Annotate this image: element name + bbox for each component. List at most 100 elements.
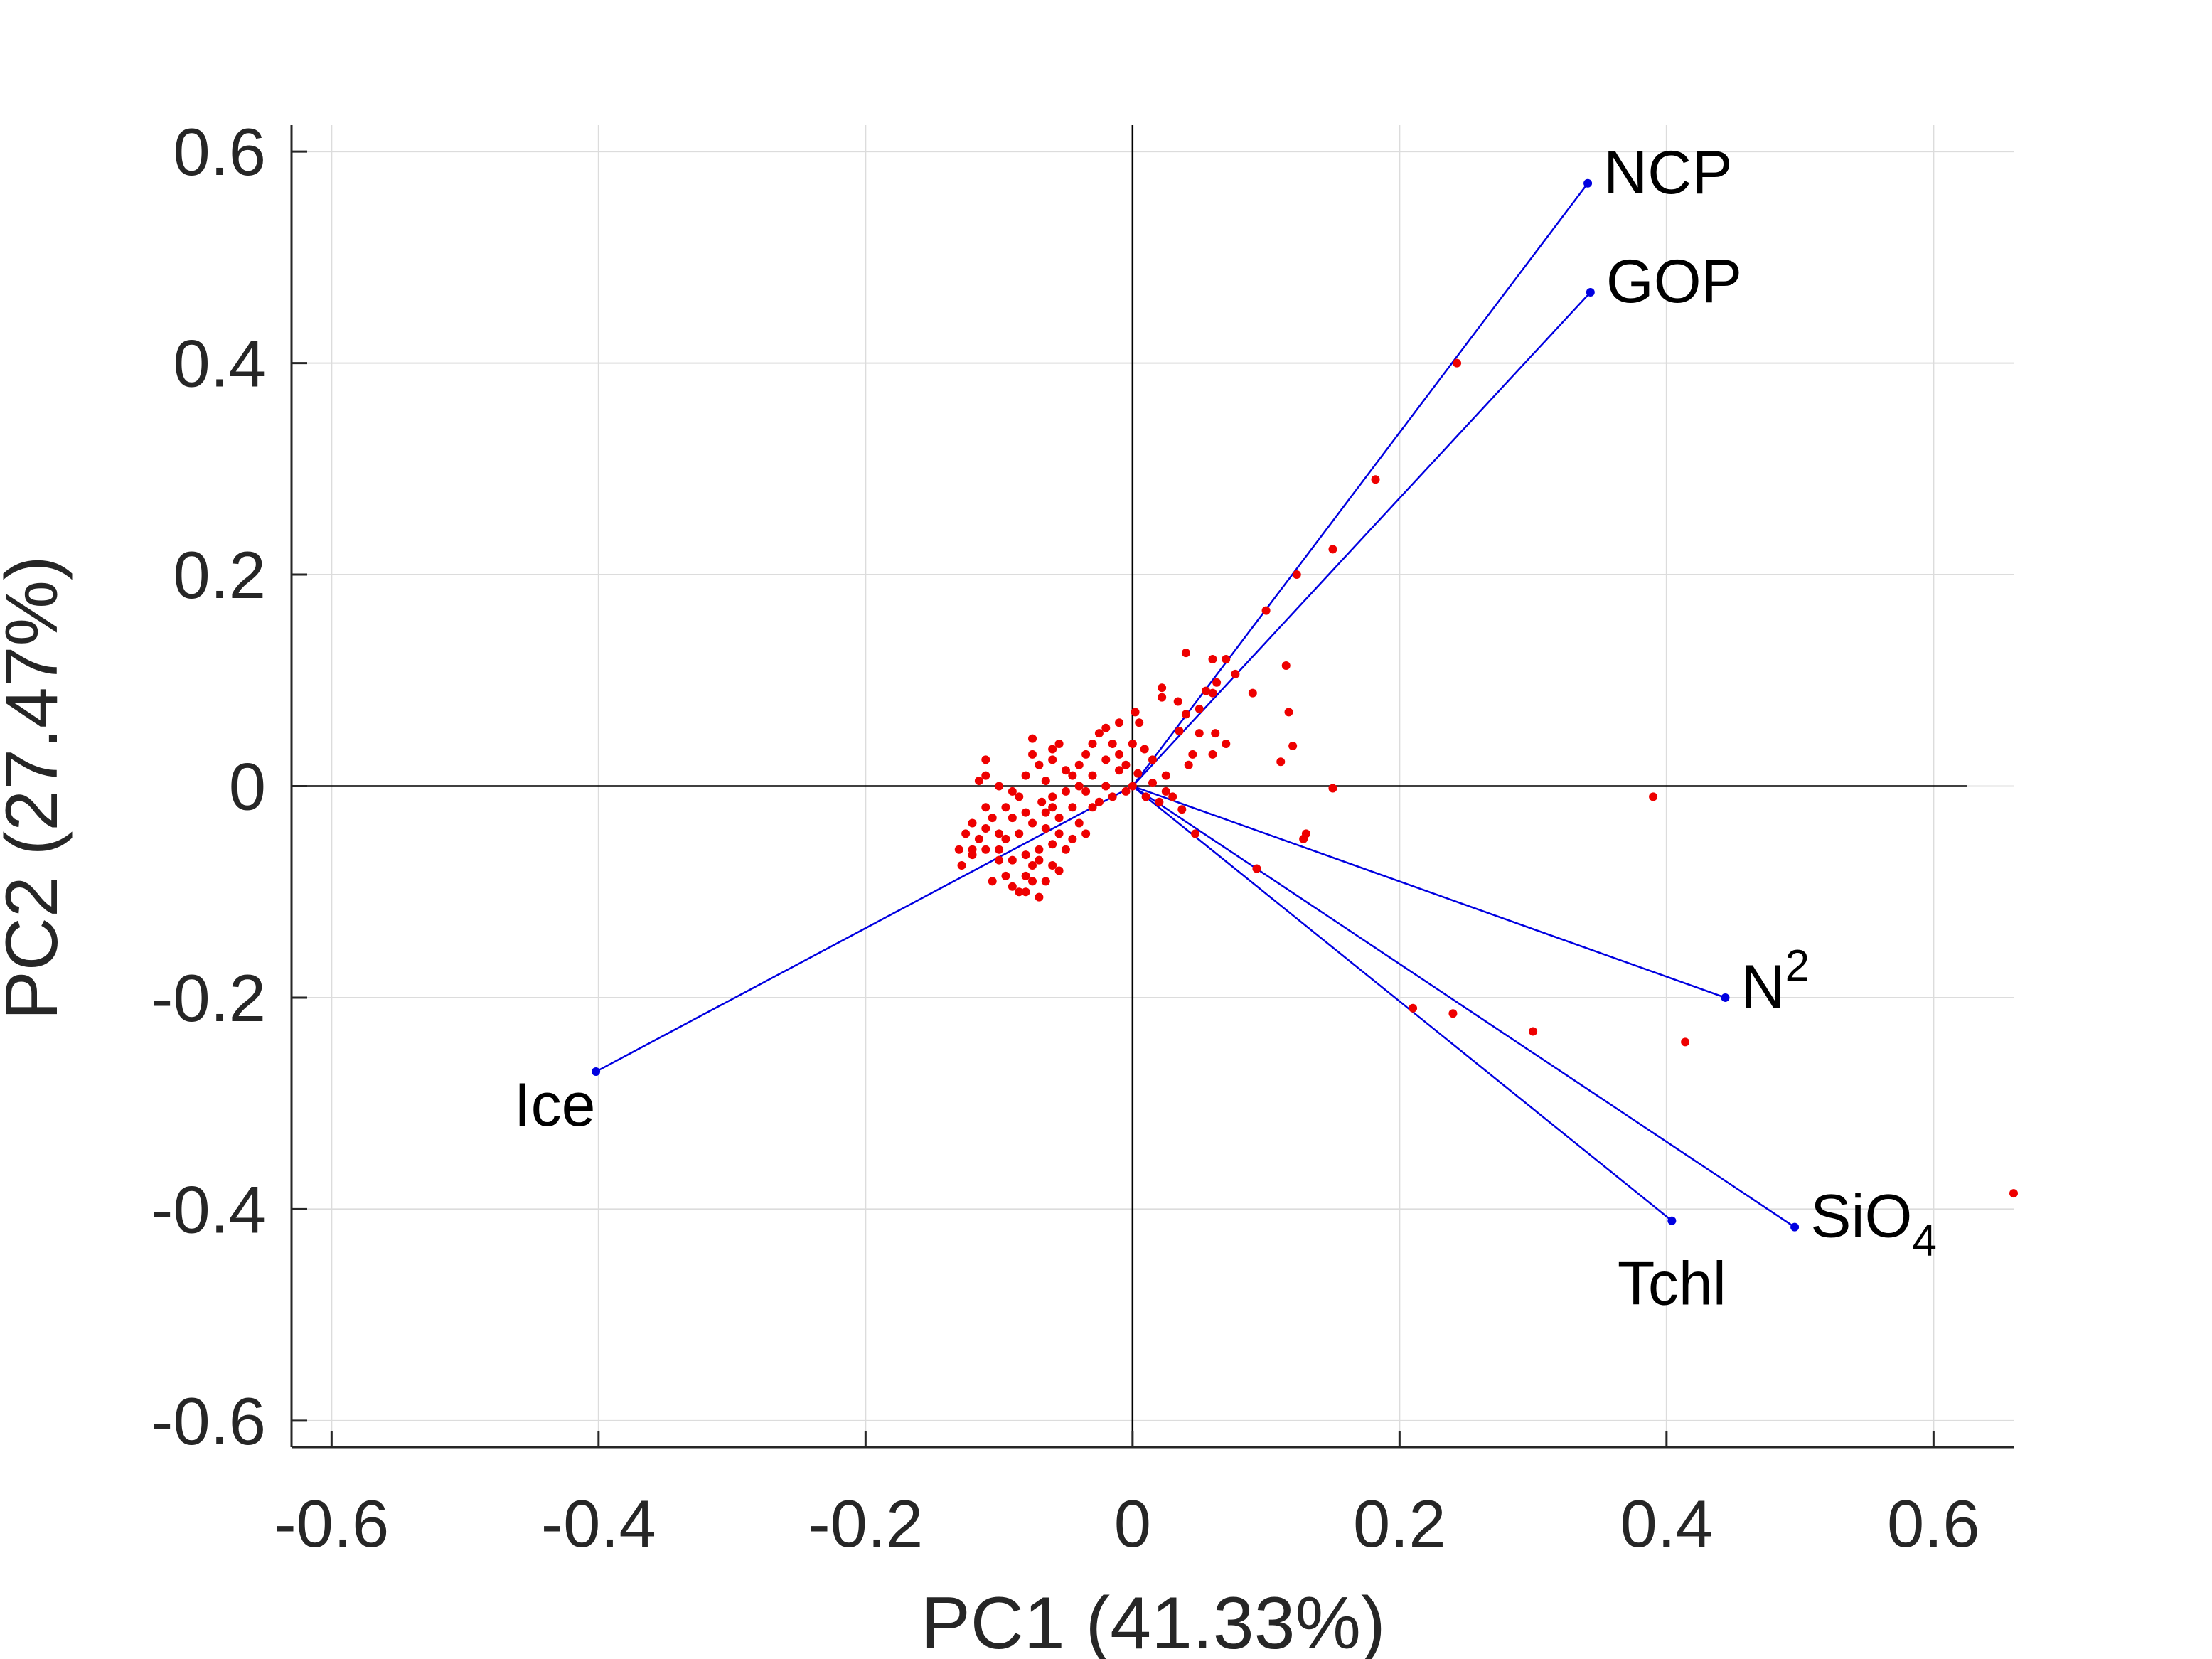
score-point <box>954 845 963 854</box>
score-point <box>1328 784 1337 793</box>
score-point <box>1140 745 1149 754</box>
score-point <box>1115 718 1124 727</box>
vector-label: SiO4 <box>1810 1183 1937 1266</box>
vector-endpoint <box>1790 1222 1800 1232</box>
vector-line <box>1131 183 1589 787</box>
score-point <box>1081 829 1091 838</box>
score-point <box>1028 750 1037 759</box>
vector-line <box>1132 785 1673 1222</box>
score-point <box>1181 649 1190 658</box>
score-point <box>1211 729 1220 738</box>
score-point <box>1054 740 1064 749</box>
score-point <box>1448 1009 1458 1018</box>
y-tick-label: -0.4 <box>151 1172 266 1247</box>
score-point <box>1175 727 1184 736</box>
score-point <box>1158 683 1167 693</box>
score-point <box>1001 871 1010 880</box>
score-point <box>1008 855 1017 865</box>
score-point <box>2009 1189 2018 1198</box>
x-tick-label: 0.4 <box>1620 1486 1714 1561</box>
y-tick-label: 0.6 <box>173 114 266 189</box>
x-tick-label: -0.2 <box>808 1486 923 1561</box>
vector-label: Tchl <box>1618 1250 1726 1318</box>
score-point <box>1161 786 1170 796</box>
score-point <box>1068 771 1077 780</box>
score-point <box>988 877 997 886</box>
score-point <box>1212 678 1222 687</box>
score-point <box>995 829 1004 838</box>
score-point <box>1195 729 1204 738</box>
score-point <box>1021 808 1030 817</box>
score-point <box>1048 745 1057 754</box>
x-tick-label: 0.2 <box>1353 1486 1446 1561</box>
score-point <box>1141 792 1150 801</box>
vector-line <box>1131 292 1591 787</box>
score-point <box>1208 688 1217 698</box>
score-point <box>1158 693 1167 702</box>
vector-label: N2 <box>1741 941 1810 1021</box>
score-point <box>1161 771 1170 780</box>
score-point <box>1208 750 1217 759</box>
score-point <box>1048 792 1057 801</box>
score-point <box>988 814 997 823</box>
score-point <box>1101 723 1111 732</box>
score-point <box>1208 655 1217 664</box>
score-point <box>1131 708 1140 717</box>
score-point <box>981 845 990 854</box>
vector-endpoint <box>592 1067 601 1077</box>
score-point <box>1028 877 1037 886</box>
y-tick-label: 0.2 <box>173 538 266 612</box>
score-point <box>1041 808 1050 817</box>
score-point <box>981 771 990 780</box>
score-point <box>1191 829 1200 838</box>
score-point <box>1021 850 1030 860</box>
score-point <box>1088 803 1097 812</box>
score-point <box>1409 1003 1418 1013</box>
score-point <box>1121 786 1131 796</box>
score-point <box>1001 834 1010 843</box>
vector-endpoint <box>1667 1216 1677 1225</box>
score-point <box>1068 803 1077 812</box>
score-point <box>1028 818 1037 828</box>
score-point <box>1173 697 1182 706</box>
score-point <box>1094 729 1104 738</box>
score-point <box>1115 766 1124 775</box>
x-ticks: -0.6 -0.4 -0.2 0 0.2 0.4 0.6 <box>274 1431 1980 1561</box>
score-point <box>1037 797 1047 806</box>
score-point <box>1284 708 1293 717</box>
vector-line <box>1132 785 1726 999</box>
score-point <box>1453 358 1462 368</box>
score-point <box>1148 779 1157 788</box>
score-point <box>1048 803 1057 812</box>
x-tick-label: 0 <box>1114 1486 1151 1561</box>
score-point <box>1248 688 1257 698</box>
score-point <box>995 845 1004 854</box>
vector-endpoint <box>1586 287 1595 297</box>
score-point <box>1184 760 1193 769</box>
score-point <box>981 755 990 764</box>
score-point <box>1181 710 1190 719</box>
x-tick-label: -0.6 <box>274 1486 389 1561</box>
x-tick-label: -0.4 <box>541 1486 656 1561</box>
score-point <box>1681 1037 1690 1047</box>
score-point <box>1128 782 1137 791</box>
score-point <box>1108 792 1117 801</box>
score-point <box>981 823 990 833</box>
vector-endpoint <box>1721 993 1730 1002</box>
score-point <box>1202 686 1211 695</box>
score-point <box>1021 871 1030 880</box>
score-point <box>968 850 977 860</box>
score-point <box>1133 769 1143 778</box>
score-point <box>1649 792 1658 801</box>
score-point <box>1081 786 1091 796</box>
y-tick-label: -0.2 <box>151 961 266 1035</box>
score-point <box>1261 606 1271 615</box>
score-point <box>1135 718 1144 727</box>
score-point <box>1299 834 1308 843</box>
score-point <box>1048 840 1057 849</box>
score-point <box>1048 755 1057 764</box>
score-point <box>1121 760 1131 769</box>
score-point <box>1028 861 1037 870</box>
score-point <box>1008 882 1017 891</box>
